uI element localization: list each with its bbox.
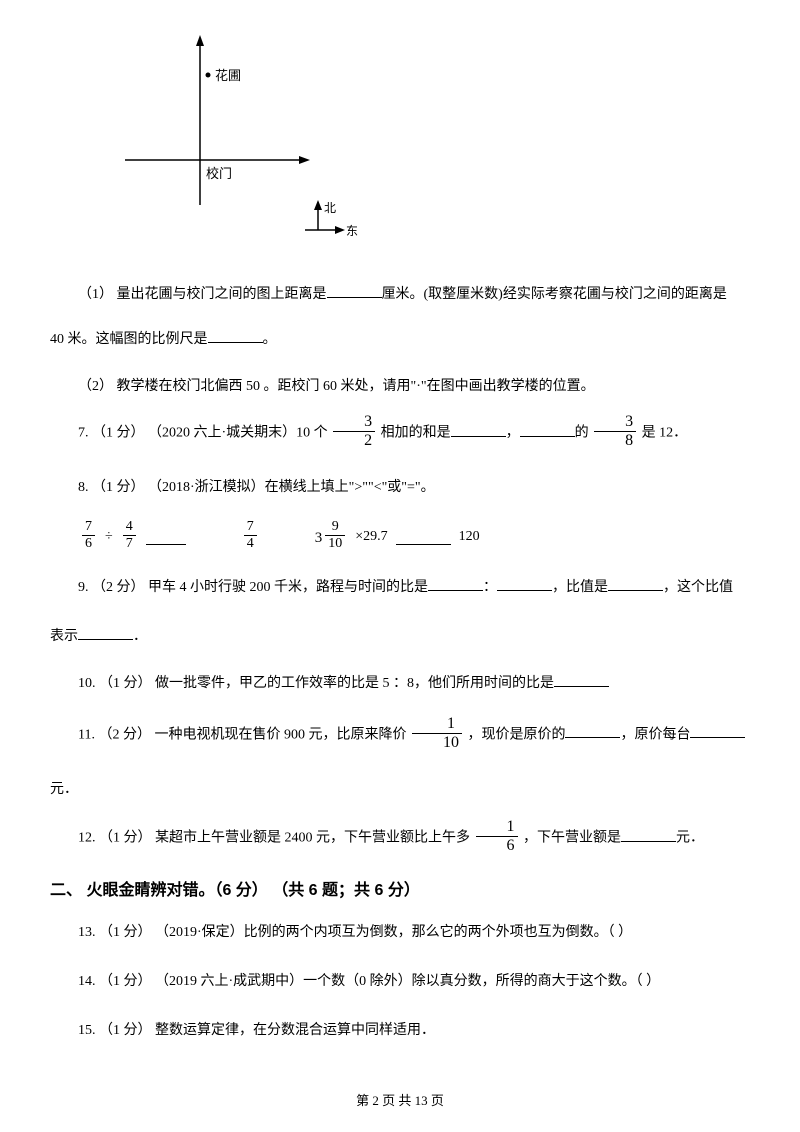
frac-num: 7 [82, 520, 95, 536]
q1-1-text-a: （1） 量出花圃与校门之间的图上距离是 [78, 287, 327, 302]
question-10: 10. （1 分） 做一批零件，甲乙的工作效率的比是 5 ：8，他们所用时间的比… [50, 669, 750, 700]
question-13: 13. （1 分） （2019·保定）比例的两个内项互为倒数，那么它的两个外项也… [50, 918, 750, 949]
q9-mid3: ，这个比值 [663, 580, 733, 595]
blank [396, 531, 451, 545]
frac-den: 2 [333, 432, 375, 449]
blank [208, 329, 263, 343]
q11-line2: 元． [50, 782, 78, 797]
q12-prefix: 12. （1 分） 某超市上午营业额是 2400 元，下午营业额比上午多 [78, 831, 474, 846]
section-2-header: 二、 火眼金睛辨对错。（6 分） （共 6 题；共 6 分） [50, 878, 750, 904]
q13-text: 13. （1 分） （2019·保定）比例的两个内项互为倒数，那么它的两个外项也… [78, 925, 632, 940]
question-1-2: （2） 教学楼在校门北偏西 50 。距校门 60 米处，请用"·"在图中画出教学… [50, 372, 750, 403]
frac-num: 1 [412, 716, 462, 734]
question-9-line2: 表示 ． [50, 622, 750, 653]
q14-text: 14. （1 分） （2019 六上·成武期中）一个数（0 除外）除以真分数，所… [78, 974, 660, 989]
question-11: 11. （2 分） 一种电视机现在售价 900 元，比原来降价 110 ，现价是… [50, 718, 750, 753]
blank [428, 577, 483, 591]
question-8-expr: 76 ÷ 47 74 3 910 ×29.7 120 [50, 522, 750, 553]
fraction: 74 [244, 520, 257, 551]
question-7: 7. （1 分） （2020 六上·城关期末）10 个 32 相加的和是，的 3… [50, 416, 750, 451]
q7-suffix: 是 12． [638, 426, 687, 441]
frac-num: 4 [123, 520, 136, 536]
q1-1-line2-a: 40 米。这幅图的比例尺是 [50, 332, 208, 347]
q7-mid2: ， [506, 426, 520, 441]
blank [497, 577, 552, 591]
frac-num: 3 [333, 414, 375, 432]
q15-text: 15. （1 分） 整数运算定律，在分数混合运算中同样适用． [78, 1023, 435, 1038]
frac-den: 8 [594, 432, 636, 449]
page-footer: 第 2 页 共 13 页 [0, 1091, 800, 1112]
page-content: 花圃 校门 北 东 （1） 量出花圃与校门之间的图上距离是 厘米。(取整厘米数)经… [0, 0, 800, 1084]
frac-den: 6 [476, 837, 518, 854]
fraction: 110 [412, 716, 462, 751]
q9-line2-b: ． [133, 629, 147, 644]
q1-1-text-b: 厘米。(取整厘米数)经实际考察花圃与校门之间的距离是 [382, 287, 727, 302]
coordinate-diagram: 花圃 校门 北 东 [100, 30, 360, 260]
q9-mid2: ，比值是 [552, 580, 608, 595]
blank [327, 284, 382, 298]
q7-prefix: 7. （1 分） （2020 六上·城关期末）10 个 [78, 426, 331, 441]
blank [621, 828, 676, 842]
blank [451, 423, 506, 437]
compass-east: 东 [346, 224, 358, 238]
label-gate: 校门 [206, 166, 232, 181]
q12-suffix: 元． [676, 831, 704, 846]
question-1-1: （1） 量出花圃与校门之间的图上距离是 厘米。(取整厘米数)经实际考察花圃与校门之… [50, 280, 750, 311]
q11-mid1: ，现价是原价的 [464, 727, 566, 742]
frac-den: 7 [123, 536, 136, 551]
blank [520, 423, 575, 437]
op-divide: ÷ [105, 526, 113, 548]
q7-mid1: 相加的和是 [377, 426, 451, 441]
frac-den: 10 [412, 734, 462, 751]
fraction: 47 [123, 520, 136, 551]
section-2-title: 二、 火眼金睛辨对错。（6 分） （共 6 题；共 6 分） [50, 882, 420, 899]
q8-text: 8. （1 分） （2018·浙江模拟）在横线上填上">""<"或"="。 [78, 480, 435, 495]
op-mult: ×29.7 [355, 526, 387, 548]
q9-prefix: 9. （2 分） 甲车 4 小时行驶 200 千米，路程与时间的比是 [78, 580, 428, 595]
blank [78, 626, 133, 640]
blank [565, 724, 620, 738]
question-14: 14. （1 分） （2019 六上·成武期中）一个数（0 除外）除以真分数，所… [50, 967, 750, 998]
q11-prefix: 11. （2 分） 一种电视机现在售价 900 元，比原来降价 [78, 727, 410, 742]
question-8: 8. （1 分） （2018·浙江模拟）在横线上填上">""<"或"="。 [50, 473, 750, 504]
label-flower: 花圃 [215, 68, 241, 83]
blank [554, 673, 609, 687]
q7-mid3: 的 [575, 426, 593, 441]
q8-120: 120 [459, 526, 480, 548]
frac-num: 7 [244, 520, 257, 536]
footer-text: 第 2 页 共 13 页 [356, 1093, 444, 1108]
mixed-number: 3 910 [315, 522, 348, 553]
frac-num: 3 [594, 414, 636, 432]
frac-den: 10 [325, 536, 345, 551]
question-15: 15. （1 分） 整数运算定律，在分数混合运算中同样适用． [50, 1016, 750, 1047]
frac-den: 4 [244, 536, 257, 551]
blank [690, 724, 745, 738]
q9-line2-a: 表示 [50, 629, 78, 644]
question-1-1-line2: 40 米。这幅图的比例尺是 。 [50, 325, 750, 356]
fraction: 38 [594, 414, 636, 449]
blank [608, 577, 663, 591]
fraction: 16 [476, 819, 518, 854]
frac-num: 9 [325, 520, 345, 536]
q12-mid: ，下午营业额是 [520, 831, 622, 846]
question-9: 9. （2 分） 甲车 4 小时行驶 200 千米，路程与时间的比是 ： ，比值是 ，… [50, 573, 750, 604]
mixed-whole: 3 [315, 526, 323, 550]
q9-mid1: ： [483, 580, 497, 595]
q11-mid2: ，原价每台 [620, 727, 690, 742]
q1-2-text: （2） 教学楼在校门北偏西 50 。距校门 60 米处，请用"·"在图中画出教学… [78, 379, 595, 394]
fraction: 910 [325, 520, 345, 551]
blank [146, 531, 186, 545]
compass-north: 北 [324, 201, 336, 215]
fraction: 32 [333, 414, 375, 449]
frac-num: 1 [476, 819, 518, 837]
question-11-line2: 元． [50, 775, 750, 806]
q1-1-line2-b: 。 [263, 332, 277, 347]
question-12: 12. （1 分） 某超市上午营业额是 2400 元，下午营业额比上午多 16 … [50, 821, 750, 856]
q10-prefix: 10. （1 分） 做一批零件，甲乙的工作效率的比是 5 ：8，他们所用时间的比… [78, 676, 554, 691]
fraction: 76 [82, 520, 95, 551]
frac-den: 6 [82, 536, 95, 551]
